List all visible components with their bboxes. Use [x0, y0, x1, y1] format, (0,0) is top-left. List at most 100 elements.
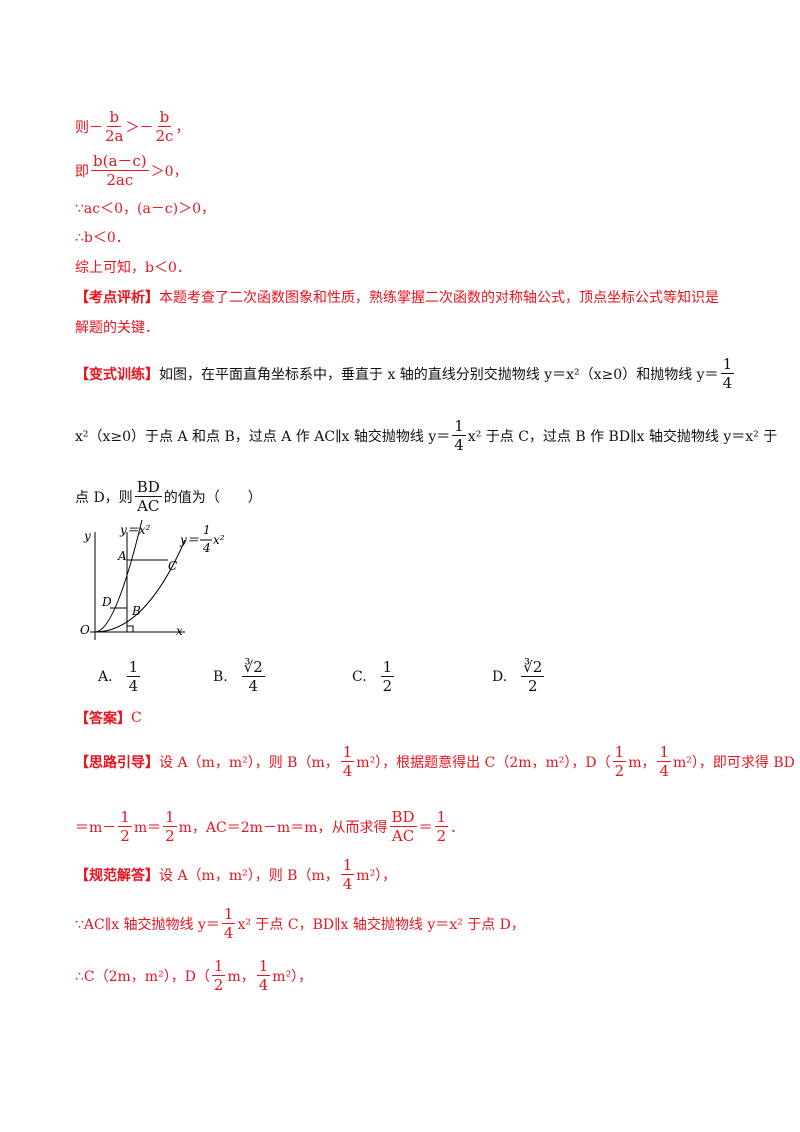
denominator: 4 [342, 875, 353, 893]
text-line: ＝m－ 1 2 m＝ 1 2 m，AC＝2m－m＝m，从而求得 BD AC ＝ 1 2 ． [75, 808, 464, 845]
numerator: 1 [163, 808, 177, 827]
text-line: ∵ac＜0，(a－c)＞0， [75, 198, 215, 218]
text: m²），即可求得 BD [673, 754, 795, 771]
section-label: 【规范解答】 [75, 867, 159, 884]
numerator: 1 [452, 417, 466, 436]
denominator: 2c [155, 127, 174, 145]
text-line: 【答案】 C [75, 708, 142, 728]
numerator: ∛2 [521, 658, 545, 677]
label: y＝x² [119, 523, 151, 537]
numerator: 1 [720, 355, 735, 374]
text: m²）， [356, 867, 397, 884]
section-label: 【考点评析】 [75, 290, 159, 306]
figure: y x O A B C D y＝x² y＝ 1 4 x² [80, 520, 225, 640]
curve [94, 539, 186, 633]
label: B [131, 604, 141, 618]
numerator: 1 [340, 743, 355, 762]
text-line: 【变式训练】 如图，在平面直角坐标系中，垂直于 x 轴的直线分别交抛物线 y＝x²… [75, 355, 736, 392]
label: 4 [202, 541, 211, 555]
label: O [80, 623, 90, 637]
text: ∴b＜0． [75, 230, 130, 246]
option-letter: B. [213, 668, 228, 685]
fraction: ∛2 2 [521, 658, 545, 695]
text: m， [628, 754, 656, 771]
text: 设 A（m，m²），则 B（m， [159, 754, 339, 771]
text-line: 即 b(a－c) 2ac ＞0， [75, 152, 188, 189]
label: C [168, 559, 177, 573]
option: A. 1 4 [98, 658, 142, 695]
text-line: 解题的关键． [75, 317, 159, 337]
text: 的值为（ ） [163, 489, 262, 506]
numerator: 1 [256, 957, 271, 976]
fraction: BD AC [389, 808, 417, 845]
text: ＞0， [150, 163, 188, 180]
text-line: ∴b＜0． [75, 227, 130, 247]
denominator: 2 [436, 827, 447, 845]
section-label: 【思路引导】 [75, 754, 159, 771]
denominator: 4 [258, 976, 269, 994]
option-letter: C. [352, 668, 367, 685]
right-angle [127, 625, 134, 632]
option: C. 1 2 [352, 658, 396, 695]
text: 本题考查了二次函数图象和性质，熟练掌握二次函数的对称轴公式，顶点坐标公式等知识是 [159, 290, 719, 306]
text: 设 A（m，m²），则 B（m， [159, 867, 339, 884]
text-line: 综上可知，b＜0． [75, 257, 191, 277]
text: C [131, 710, 142, 726]
option-letter: A. [98, 668, 113, 685]
text: ＝ [418, 819, 433, 836]
text: ∵AC∥x 轴交抛物线 y＝ [75, 916, 220, 933]
text-line: ∵AC∥x 轴交抛物线 y＝ 1 4 x² 于点 C，BD∥x 轴交抛物线 y＝x² … [75, 905, 525, 942]
denominator: AC [391, 827, 415, 845]
option-letter: D. [492, 668, 508, 685]
numerator: 1 [340, 856, 355, 875]
denominator: 2 [120, 827, 130, 845]
text: m²）， [272, 968, 313, 985]
text-line: 点 D，则 BD AC 的值为（ ） [75, 478, 262, 515]
fraction: b 2a [105, 108, 124, 145]
text: m，AC＝2m－m＝m，从而求得 [178, 819, 388, 836]
section-label: 【答案】 [75, 711, 131, 727]
text: x² 于点 C，过点 B 作 BD∥x 轴交抛物线 y＝x² 于 [467, 428, 778, 445]
label: x² [213, 533, 225, 547]
text: 即 [75, 163, 89, 180]
numerator: BD [134, 478, 162, 497]
numerator: 1 [612, 743, 627, 762]
text: ． [450, 819, 465, 836]
option: B. ∛2 4 [213, 658, 267, 695]
denominator: 2 [165, 827, 175, 845]
denominator: AC [137, 497, 160, 515]
numerator: 1 [434, 808, 449, 827]
numerator: 1 [657, 743, 672, 762]
numerator: 1 [211, 957, 226, 976]
label: x [176, 624, 183, 638]
denominator: 2a [105, 127, 124, 145]
text-line: x²（x≥0）于点 A 和点 B，过点 A 作 AC∥x 轴交抛物线 y＝ 1 4 x… [75, 417, 777, 454]
label: D [101, 595, 112, 609]
text: m²），根据题意得出 C（2m，m²），D（ [356, 754, 611, 771]
numerator: b [157, 108, 172, 127]
text-line: 则－ b 2a ＞－ b 2c， [75, 108, 189, 145]
text: m＝ [133, 819, 162, 836]
denominator: 4 [223, 924, 234, 942]
numerator: 1 [221, 905, 236, 924]
numerator: b(a－c) [91, 152, 149, 171]
text: 点 D，则 [75, 489, 133, 506]
denominator: 2 [614, 762, 625, 780]
fraction: b 2c [156, 108, 174, 145]
text: ＞－ [125, 119, 154, 136]
text-line: 【思路引导】设 A（m，m²），则 B（m， 1 4 m²），根据题意得出 C（2m，… [75, 743, 795, 780]
text: 如图，在平面直角坐标系中，垂直于 x 轴的直线分别交抛物线 y＝x²（x≥0）和… [159, 366, 719, 383]
option: D. ∛2 2 [492, 658, 546, 695]
fraction: b(a－c) 2ac [91, 152, 149, 189]
denominator: 2 [382, 677, 393, 695]
label: y [83, 529, 91, 543]
